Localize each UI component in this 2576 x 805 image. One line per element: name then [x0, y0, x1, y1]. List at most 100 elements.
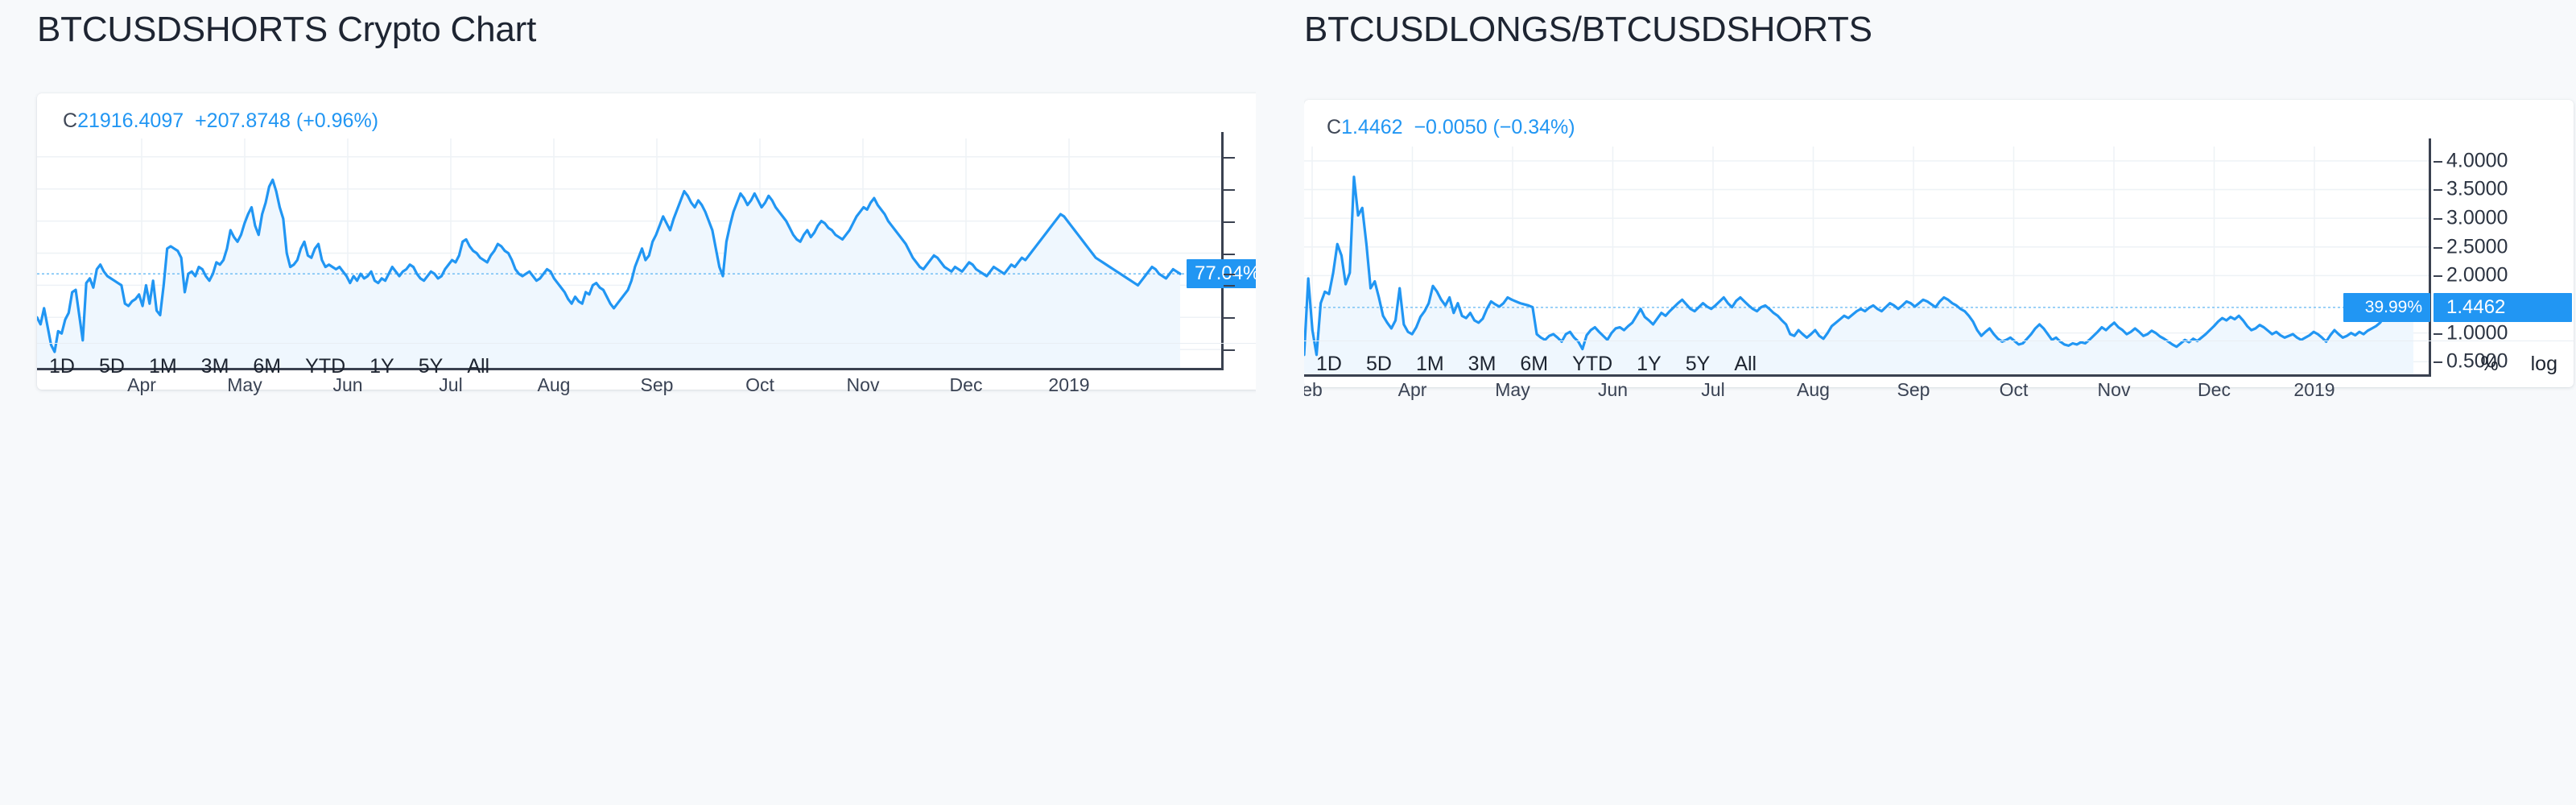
left-quote-line: C21916.4097 +207.8748 (+0.96%)	[63, 109, 378, 133]
left-range-ytd[interactable]: YTD	[305, 355, 346, 378]
right-quote-change: −0.0050 (−0.34%)	[1414, 116, 1575, 138]
left-range-all[interactable]: All	[467, 355, 490, 378]
right-scale-percent[interactable]: %	[2480, 353, 2499, 375]
right-range-button-group: 1D 5D 1M 3M 6M YTD 1Y 5Y All	[1304, 353, 1769, 376]
right-ytick-3.0000: 3.0000	[2446, 206, 2508, 229]
right-percent-badge: 39.99%	[2343, 292, 2430, 322]
left-range-button-group: 1D 5D 1M 3M 6M YTD 1Y 5Y All	[37, 355, 502, 378]
left-quote-last: 21916.4097	[77, 109, 184, 132]
right-range-1d[interactable]: 1D	[1316, 353, 1342, 375]
left-y-tick-mark	[1224, 221, 1235, 223]
left-y-axis-line	[1221, 132, 1224, 370]
right-range-3m[interactable]: 3M	[1468, 353, 1496, 375]
left-y-tick-mark	[1224, 156, 1235, 159]
left-chart-panel: BTCUSDSHORTS Crypto Chart C21916.4097 +2…	[0, 0, 1256, 805]
left-range-5y[interactable]: 5Y	[418, 355, 444, 378]
left-xtick-jul: Jul	[439, 374, 463, 395]
left-range-6m[interactable]: 6M	[253, 355, 282, 378]
right-chart-card: C1.4462 −0.0050 (−0.34%) eb Apr May Jun Jul A…	[1304, 100, 2574, 400]
left-y-tick-mark	[1224, 349, 1235, 352]
left-plot-svg	[37, 138, 1223, 368]
right-ytick-2.0000: 2.0000	[2446, 263, 2508, 287]
left-price-badge: 77.04%	[1187, 259, 1256, 289]
right-x-axis-line	[1304, 374, 2430, 377]
left-quote-change: +207.8748 (+0.96%)	[195, 109, 379, 132]
right-range-all[interactable]: All	[1734, 353, 1757, 375]
left-range-5d[interactable]: 5D	[98, 355, 125, 378]
left-xtick-oct: Oct	[745, 374, 774, 395]
right-quote-last: 1.4462	[1341, 116, 1403, 138]
right-price-badge: 1.4462	[2434, 292, 2572, 322]
right-xtick-jun: Jun	[1597, 379, 1629, 400]
right-quote-line: C1.4462 −0.0050 (−0.34%)	[1327, 116, 1575, 139]
left-chart-card: C21916.4097 +207.8748 (+0.96%) Apr May Jun…	[37, 93, 1256, 395]
right-range-ytd[interactable]: YTD	[1572, 353, 1613, 375]
left-range-1y[interactable]: 1Y	[369, 355, 394, 378]
right-plot-svg	[1304, 147, 2430, 374]
right-toolbar: 1D 5D 1M 3M 6M YTD 1Y 5Y All % log	[1304, 341, 2574, 387]
left-range-1d[interactable]: 1D	[49, 355, 75, 378]
left-x-axis-line	[37, 368, 1223, 370]
right-range-5y[interactable]: 5Y	[1685, 353, 1711, 375]
right-ytick-1.0000: 1.0000	[2446, 321, 2508, 345]
right-range-5d[interactable]: 5D	[1365, 353, 1392, 375]
right-xtick-eb: eb	[1304, 379, 1323, 400]
right-ytick-2.5000: 2.5000	[2446, 235, 2508, 258]
right-xtick-may: May	[1495, 379, 1530, 400]
right-y-tick-mark	[2434, 332, 2442, 335]
right-plot-area[interactable]	[1304, 147, 2430, 374]
right-scale-button-group: % log	[2464, 353, 2574, 376]
left-y-tick-mark	[1224, 188, 1235, 191]
left-plot-area[interactable]	[37, 138, 1223, 368]
right-xtick-sep: Sep	[1897, 379, 1930, 400]
right-xtick-2019: 2019	[2293, 379, 2335, 400]
left-page-title: BTCUSDSHORTS Crypto Chart	[37, 10, 537, 49]
left-x-axis-labels: Apr May Jun Jul Aug Sep Oct Nov Dec 2019	[37, 374, 1223, 403]
right-xtick-jul: Jul	[1701, 379, 1725, 400]
right-range-1y[interactable]: 1Y	[1637, 353, 1662, 375]
right-y-tick-mark	[2434, 275, 2442, 278]
right-y-axis-labels: 4.0000 3.5000 3.0000 2.5000 2.0000 1.0000 0.50…	[2434, 147, 2570, 374]
chart-series-line	[37, 178, 1182, 353]
chart-area-fill	[37, 180, 1180, 368]
chart-series-line	[1304, 175, 2415, 357]
left-y-tick-mark	[1224, 317, 1235, 320]
left-quote-c: C	[63, 109, 78, 132]
left-toolbar: 1D 5D 1M 3M 6M YTD 1Y 5Y All	[37, 343, 1256, 390]
right-ytick-3.5000: 3.5000	[2446, 177, 2508, 200]
left-xtick-nov: Nov	[846, 374, 880, 395]
left-range-1m[interactable]: 1M	[148, 355, 177, 378]
right-scale-log[interactable]: log	[2530, 353, 2557, 375]
right-y-tick-mark	[2434, 160, 2442, 163]
right-range-1m[interactable]: 1M	[1415, 353, 1444, 375]
chart-area-fill	[1304, 176, 2413, 374]
right-ytick-4.0000: 4.0000	[2446, 149, 2508, 172]
right-xtick-aug: Aug	[1797, 379, 1830, 400]
right-quote-c: C	[1327, 116, 1342, 138]
left-xtick-dec: Dec	[949, 374, 983, 395]
right-xtick-oct: Oct	[1999, 379, 2029, 400]
right-y-tick-mark	[2434, 218, 2442, 221]
right-range-6m[interactable]: 6M	[1520, 353, 1549, 375]
left-range-3m[interactable]: 3M	[200, 355, 229, 378]
left-xtick-jun: Jun	[332, 374, 363, 395]
left-y-tick-mark	[1224, 253, 1235, 255]
left-xtick-sep: Sep	[640, 374, 674, 395]
left-xtick-may: May	[227, 374, 262, 395]
right-y-tick-mark	[2434, 189, 2442, 192]
left-y-tick-mark	[1224, 274, 1235, 276]
left-xtick-apr: Apr	[127, 374, 156, 395]
left-xtick-2019: 2019	[1048, 374, 1090, 395]
right-y-tick-mark	[2434, 361, 2442, 364]
right-chart-panel: BTCUSDLONGS/BTCUSDSHORTS C1.4462 −0.0050…	[1304, 0, 2576, 805]
left-y-tick-mark	[1224, 285, 1235, 287]
right-xtick-apr: Apr	[1397, 379, 1427, 400]
right-y-tick-mark	[2434, 246, 2442, 249]
right-xtick-dec: Dec	[2198, 379, 2231, 400]
right-xtick-nov: Nov	[2097, 379, 2131, 400]
right-page-title: BTCUSDLONGS/BTCUSDSHORTS	[1304, 10, 1872, 49]
right-ytick-0.5000: 0.5000	[2446, 349, 2508, 373]
right-x-axis-labels: eb Apr May Jun Jul Aug Sep Oct Nov Dec 2019	[1304, 379, 2430, 408]
left-xtick-aug: Aug	[537, 374, 571, 395]
